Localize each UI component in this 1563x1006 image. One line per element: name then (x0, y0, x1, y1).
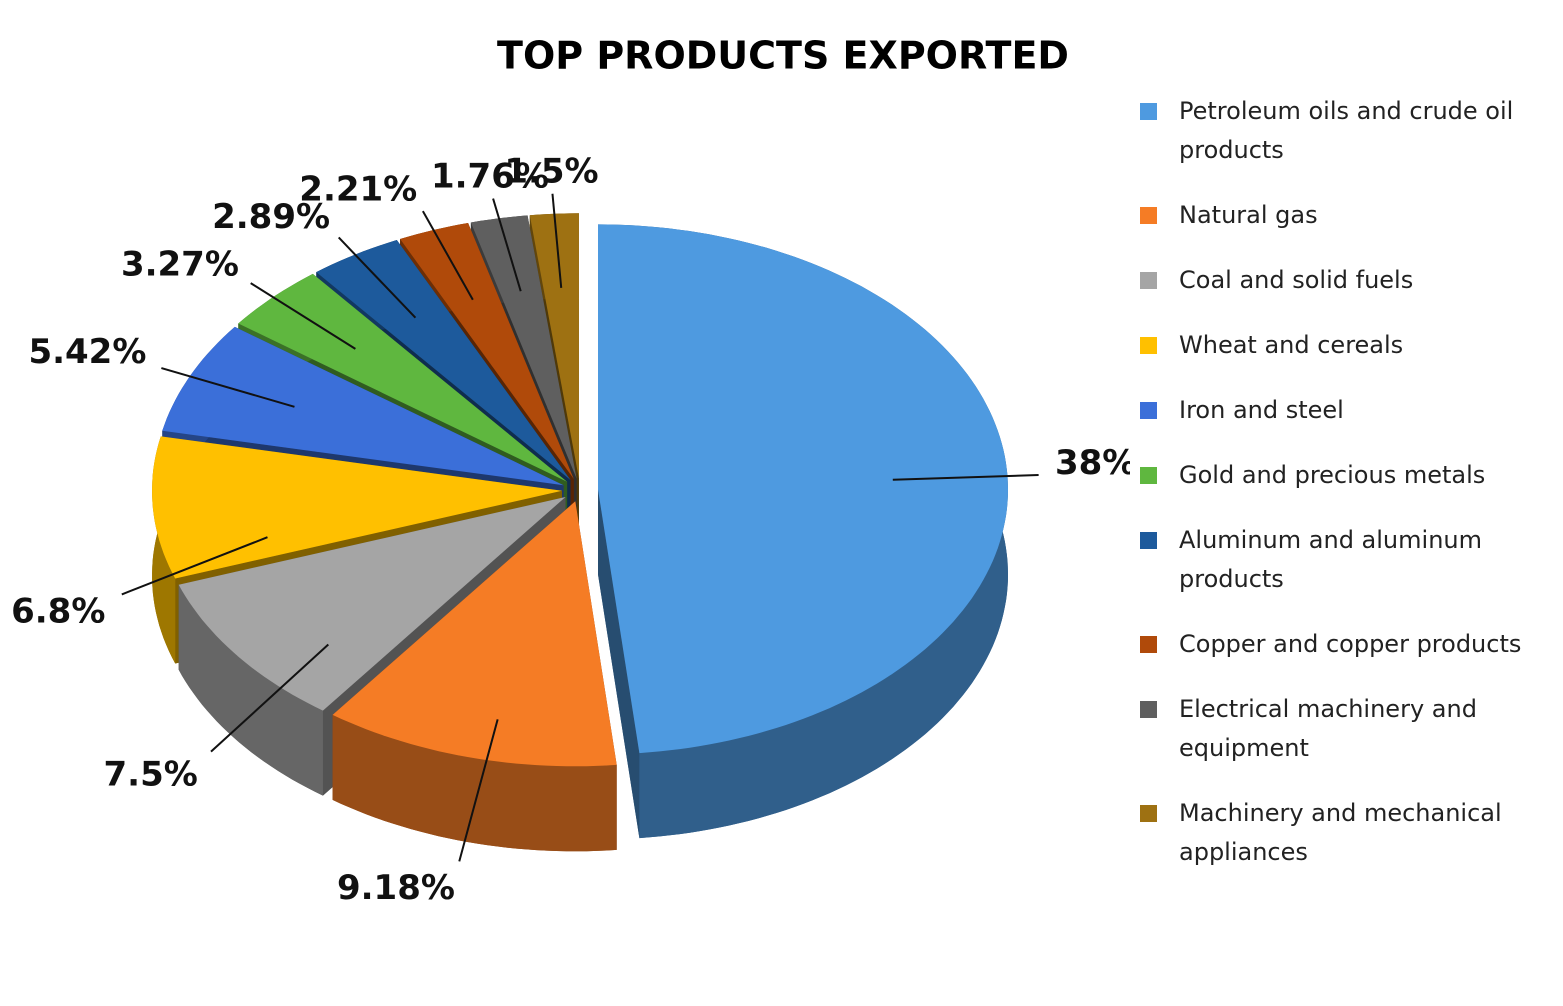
legend-swatch (1140, 701, 1157, 718)
legend-item: Gold and precious metals (1140, 456, 1540, 495)
legend-label: Wheat and cereals (1179, 331, 1404, 359)
legend-label: Natural gas (1179, 201, 1318, 229)
legend-swatch (1140, 337, 1157, 354)
legend-item: Iron and steel (1140, 391, 1540, 430)
legend: Petroleum oils and crude oil products Nat… (1140, 92, 1540, 898)
legend-swatch (1140, 532, 1157, 549)
slice-wall (332, 714, 617, 852)
leader-line (250, 282, 356, 350)
leader-line (551, 193, 563, 288)
data-label: 1.5% (504, 152, 598, 192)
slice (178, 497, 566, 711)
data-label: 7.5% (104, 754, 198, 794)
legend-item: Electrical machinery and equipment (1140, 690, 1540, 768)
leader-line (421, 210, 474, 301)
data-label: 38% (1055, 443, 1130, 483)
legend-label: Copper and copper products (1179, 630, 1522, 658)
data-label: 5.42% (28, 332, 146, 372)
legend-swatch (1140, 207, 1157, 224)
chart: TOP PRODUCTS EXPORTED 38% 9.18% 7.5% 6.8% 5.… (11, 34, 1130, 909)
slice-group (598, 224, 1008, 839)
legend-item: Natural gas (1140, 196, 1540, 235)
legend-item: Machinery and mechanical appliances (1140, 794, 1540, 872)
legend-swatch (1140, 402, 1157, 419)
legend-swatch (1140, 636, 1157, 653)
legend-label: Machinery and mechanical appliances (1179, 799, 1502, 866)
data-label: 3.27% (121, 244, 239, 284)
slice (470, 215, 577, 479)
legend-swatch (1140, 805, 1157, 822)
data-label: 2.89% (212, 197, 330, 237)
slice (162, 326, 564, 486)
legend-label: Petroleum oils and crude oil products (1179, 97, 1514, 164)
leader-line (210, 643, 329, 753)
legend-label: Electrical machinery and equipment (1179, 695, 1477, 762)
legend-item: Aluminum and aluminum products (1140, 521, 1540, 599)
leader-line (892, 473, 1039, 481)
legend-item: Copper and copper products (1140, 625, 1540, 664)
data-label: 1.76% (431, 157, 549, 197)
legend-item: Coal and solid fuels (1140, 261, 1540, 300)
chart-title: TOP PRODUCTS EXPORTED (497, 34, 1069, 78)
leader-line (492, 198, 522, 292)
legend-swatch (1140, 103, 1157, 120)
data-label: 9.18% (337, 868, 455, 908)
slice-side (598, 489, 640, 839)
slice (316, 240, 571, 480)
slice (400, 223, 574, 479)
slice (332, 501, 617, 767)
leader-line (161, 367, 295, 408)
legend-item: Wheat and cereals (1140, 326, 1540, 365)
legend-label: Iron and steel (1179, 396, 1344, 424)
legend-label: Aluminum and aluminum products (1179, 526, 1482, 593)
legend-label: Gold and precious metals (1179, 461, 1486, 489)
slice (529, 213, 579, 479)
legend-label: Coal and solid fuels (1179, 266, 1414, 294)
leader-line (458, 719, 499, 862)
leader-line (121, 536, 268, 596)
data-label: 6.8% (11, 592, 105, 632)
legend-swatch (1140, 467, 1157, 484)
leader-line (337, 236, 417, 319)
slice (598, 224, 1008, 754)
slice-group (332, 501, 617, 852)
legend-item: Petroleum oils and crude oil products (1140, 92, 1540, 170)
data-label: 2.21% (299, 170, 417, 210)
slice-wall (178, 584, 323, 796)
legend-swatch (1140, 272, 1157, 289)
